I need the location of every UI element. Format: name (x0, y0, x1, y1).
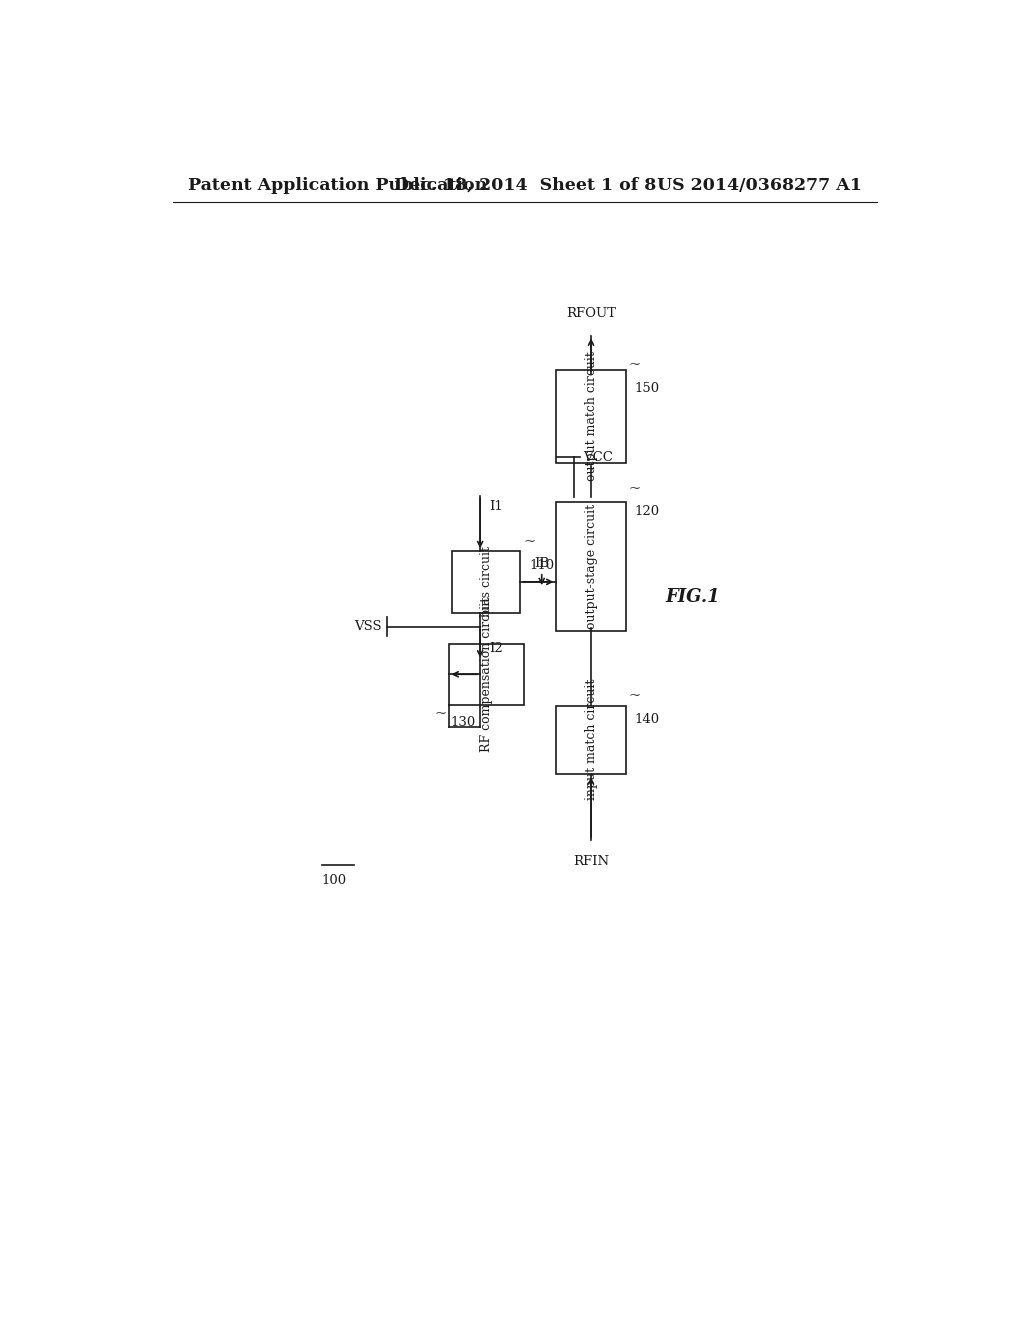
Text: ~: ~ (629, 482, 641, 496)
Text: FIG.1: FIG.1 (666, 589, 720, 606)
Text: 130: 130 (451, 715, 475, 729)
Text: input match circuit: input match circuit (585, 678, 598, 800)
Bar (556, 502, 626, 631)
Bar (449, 644, 524, 705)
Text: 120: 120 (635, 506, 660, 517)
Text: output-stage circuit: output-stage circuit (585, 504, 598, 630)
Bar (556, 370, 626, 462)
Text: 110: 110 (529, 558, 555, 572)
Text: ~: ~ (629, 359, 641, 372)
Text: ~: ~ (523, 536, 536, 549)
Text: Dec. 18, 2014  Sheet 1 of 8: Dec. 18, 2014 Sheet 1 of 8 (393, 177, 656, 194)
Text: Patent Application Publication: Patent Application Publication (188, 177, 487, 194)
Text: I1: I1 (489, 499, 503, 512)
Text: US 2014/0368277 A1: US 2014/0368277 A1 (657, 177, 862, 194)
Text: output match circuit: output match circuit (585, 351, 598, 482)
Text: RF compensation circuit: RF compensation circuit (480, 597, 493, 752)
Text: IB: IB (535, 557, 549, 570)
Bar (556, 706, 626, 774)
Text: 140: 140 (635, 713, 660, 726)
Text: VCC: VCC (584, 450, 613, 463)
Text: RFIN: RFIN (573, 855, 609, 869)
Text: RFOUT: RFOUT (566, 308, 616, 321)
Bar (453, 552, 520, 612)
Text: VSS: VSS (354, 620, 382, 634)
Text: I2: I2 (489, 642, 503, 655)
Text: bias circuit: bias circuit (480, 546, 493, 618)
Text: 100: 100 (322, 875, 347, 887)
Text: ~: ~ (629, 689, 641, 704)
Text: ~: ~ (435, 706, 447, 721)
Text: 150: 150 (635, 381, 660, 395)
